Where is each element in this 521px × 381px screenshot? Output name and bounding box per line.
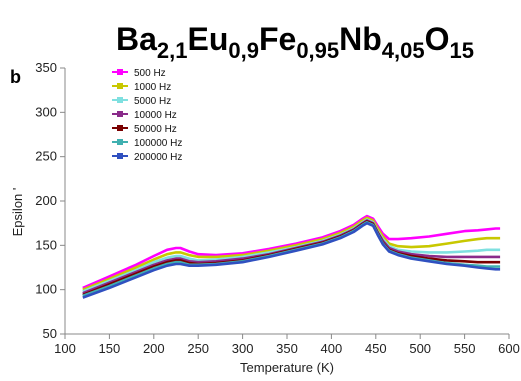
series-layer xyxy=(82,214,501,299)
legend-label-5000-hz: 5000 Hz xyxy=(134,96,171,107)
x-tick-label: 300 xyxy=(232,341,254,356)
title-part-7: 4,05 xyxy=(382,38,425,63)
x-tick-label: 450 xyxy=(365,341,387,356)
title-part-2: Eu xyxy=(187,21,228,57)
x-tick-label: 400 xyxy=(321,341,343,356)
title-part-1: 2,1 xyxy=(157,38,188,63)
x-tick-label: 200 xyxy=(143,341,165,356)
legend-label-1000-hz: 1000 Hz xyxy=(134,82,171,93)
panel-label: b xyxy=(10,67,21,87)
legend-marker-10000-hz xyxy=(117,111,123,117)
x-tick-label: 250 xyxy=(187,341,209,356)
title-part-3: 0,9 xyxy=(228,38,259,63)
legend-marker-1000-hz xyxy=(117,83,123,89)
legend-marker-100000-hz xyxy=(117,139,123,145)
axes: 100 150 200 250 300 350 400 450 500 550 6005010015… xyxy=(35,60,520,356)
y-tick-label: 150 xyxy=(35,237,57,252)
y-tick-label: 100 xyxy=(35,282,57,297)
x-tick-label: 150 xyxy=(99,341,121,356)
y-tick-label: 300 xyxy=(35,104,57,119)
title-part-9: 15 xyxy=(450,38,474,63)
y-axis-title: Epsilon ' xyxy=(10,188,25,237)
title-part-0: Ba xyxy=(116,21,157,57)
legend-marker-50000-hz xyxy=(117,125,123,131)
title-part-4: Fe xyxy=(259,21,296,57)
legend-label-10000-hz: 10000 Hz xyxy=(134,110,177,121)
series-line-50000-hz xyxy=(82,220,501,297)
series-line-200000-hz xyxy=(82,221,501,299)
title-part-6: Nb xyxy=(339,21,382,57)
title-part-8: O xyxy=(425,21,450,57)
legend-marker-5000-hz xyxy=(117,97,123,103)
series-line-10000-hz xyxy=(82,219,501,295)
x-axis-title: Temperature (K) xyxy=(240,360,334,375)
title-part-5: 0,95 xyxy=(296,38,339,63)
y-tick-label: 250 xyxy=(35,149,57,164)
x-tick-label: 550 xyxy=(454,341,476,356)
y-tick-label: 350 xyxy=(35,60,57,75)
chart-title: Ba2,1Eu0,9Fe0,95Nb4,05O15 xyxy=(116,21,474,63)
legend-label-100000-hz: 100000 Hz xyxy=(134,138,182,149)
legend: 500 Hz 1000 Hz 5000 Hz 10000 Hz 50000 Hz 1000… xyxy=(112,68,182,163)
x-tick-label: 100 xyxy=(54,341,76,356)
legend-label-500-hz: 500 Hz xyxy=(134,68,166,79)
legend-marker-200000-hz xyxy=(117,153,123,159)
legend-label-200000-hz: 200000 Hz xyxy=(134,152,182,163)
x-tick-label: 350 xyxy=(276,341,298,356)
y-tick-label: 50 xyxy=(43,326,57,341)
y-tick-label: 200 xyxy=(35,193,57,208)
x-tick-label: 500 xyxy=(409,341,431,356)
legend-label-50000-hz: 50000 Hz xyxy=(134,124,177,135)
x-tick-label: 600 xyxy=(498,341,520,356)
legend-marker-500-hz xyxy=(117,69,123,75)
series-line-500-hz xyxy=(82,214,501,290)
series-line-1000-hz xyxy=(82,216,501,291)
